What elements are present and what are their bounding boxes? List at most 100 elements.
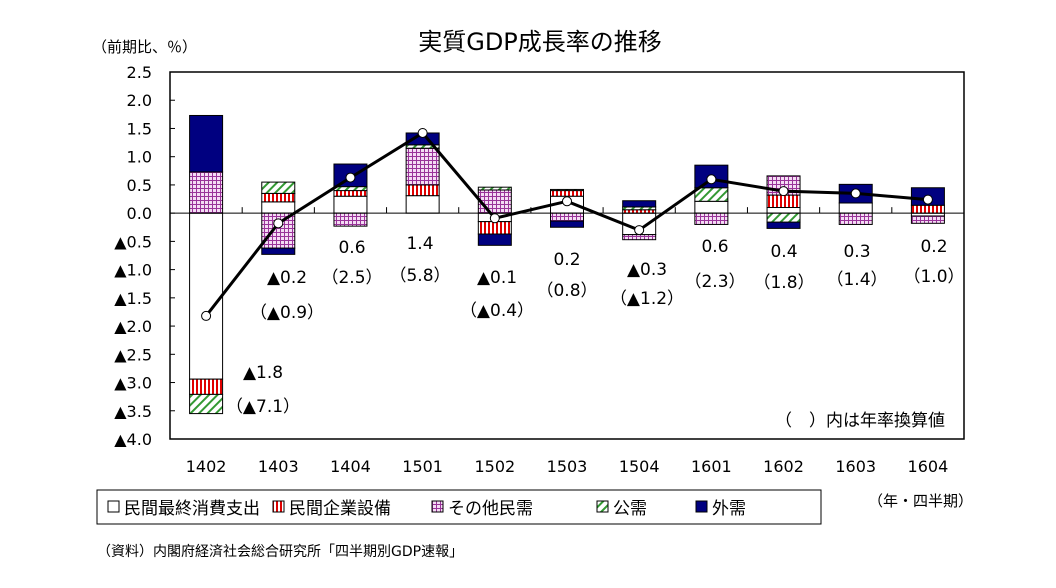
- annualized-label: （▲7.1）: [226, 397, 300, 417]
- data-label: ▲0.1: [477, 268, 517, 288]
- bar-segment-1603-s2: [838, 212, 873, 225]
- data-label: 0.6: [338, 238, 365, 258]
- data-label: ▲0.2: [267, 268, 307, 288]
- annotation-note: （ ）内は年率換算値: [775, 411, 945, 431]
- annualized-label: （▲1.2）: [610, 289, 684, 309]
- y-tick-label: ▲3.5: [114, 402, 152, 421]
- bar-segment-1501-s0: [405, 195, 440, 214]
- bar-segment-1404-s2: [333, 212, 368, 227]
- bar-segment-1402-s3: [189, 393, 224, 415]
- y-tick-label: ▲1.5: [114, 289, 152, 308]
- gdp-point-1402: [201, 310, 212, 321]
- gdp-point-1502: [489, 213, 500, 224]
- x-tick-label: 1402: [186, 457, 227, 476]
- annualized-label: （0.8）: [536, 281, 597, 301]
- source-note: （資料）内閣府経済社会総合研究所「四半期別GDP速報」: [97, 544, 463, 560]
- bar-segment-1503-s3: [550, 188, 584, 192]
- data-label: 0.2: [920, 237, 947, 257]
- bar-segment-1501-s2: [405, 147, 440, 186]
- bar-segment-1502-s1: [477, 221, 512, 235]
- bar-segment-1504-s4: [622, 200, 657, 208]
- legend-swatch-4: [695, 500, 708, 513]
- bar-segment-1604-s1: [910, 204, 945, 214]
- bar-segment-1402-s0: [189, 212, 224, 380]
- annualized-label: （1.0）: [903, 267, 964, 287]
- legend-label: その他民需: [448, 499, 533, 519]
- annualized-label: （1.8）: [753, 273, 814, 293]
- bar-segment-1402-s2: [189, 171, 224, 214]
- gdp-point-1404: [345, 172, 356, 183]
- bar-segment-1502-s2: [477, 189, 512, 214]
- y-tick-label: 2.5: [127, 63, 152, 82]
- gdp-point-1503: [562, 196, 572, 207]
- legend-label: 民間企業設備: [289, 499, 391, 519]
- bar-segment-1502-s4: [477, 233, 512, 246]
- x-tick-label: 1501: [402, 457, 443, 476]
- data-label: 0.4: [770, 242, 797, 262]
- gdp-point-1403: [273, 218, 284, 229]
- legend-label: 民間最終消費支出: [124, 499, 260, 519]
- bar-segment-1601-s2: [694, 212, 729, 225]
- y-tick-label: 2.0: [127, 91, 152, 110]
- data-label: 0.2: [553, 250, 580, 270]
- bar-segment-1602-s4: [766, 221, 801, 229]
- bar-segment-1403-s3: [261, 181, 296, 194]
- x-tick-label: 1602: [763, 457, 804, 476]
- x-tick-label: 1404: [330, 457, 371, 476]
- data-label: 0.3: [843, 242, 870, 262]
- x-tick-label: 1502: [474, 457, 515, 476]
- gdp-point-1601: [706, 174, 717, 185]
- bar-segment-1403-s0: [261, 201, 296, 214]
- y-tick-label: ▲2.5: [114, 345, 152, 364]
- legend-swatch-0: [107, 500, 120, 513]
- data-label: 0.6: [701, 237, 728, 257]
- bar-segment-1503-s2: [550, 212, 584, 222]
- bar-segment-1502-s3: [477, 186, 512, 191]
- y-tick-label: 1.0: [127, 148, 152, 167]
- annualized-label: （5.8）: [389, 266, 450, 286]
- y-tick-label: 0.5: [127, 176, 152, 195]
- plot-frame: [169, 71, 965, 440]
- bar-segment-1601-s3: [694, 187, 729, 202]
- y-tick-label: ▲4.0: [114, 430, 152, 449]
- x-tick-label: 1604: [908, 457, 949, 476]
- bar-segment-1504-s1: [622, 209, 657, 214]
- y-tick-label: ▲0.5: [114, 232, 152, 251]
- y-tick-label: ▲3.0: [114, 374, 152, 393]
- gdp-point-1603: [850, 188, 861, 199]
- bar-segment-1503-s1: [550, 190, 584, 197]
- x-tick-label: 1504: [619, 457, 660, 476]
- bar-segment-1602-s3: [766, 212, 801, 223]
- annualized-label: （▲0.9）: [250, 303, 324, 323]
- bar-segment-1403-s1: [261, 192, 296, 203]
- data-label: 1.4: [406, 234, 433, 254]
- data-label: ▲0.3: [627, 260, 667, 280]
- x-tick-label: 1403: [258, 457, 299, 476]
- gdp-point-1501: [417, 127, 428, 138]
- bar-segment-1404-s1: [333, 190, 368, 197]
- bar-segment-1503-s4: [550, 220, 584, 228]
- x-tick-label: 1601: [691, 457, 732, 476]
- legend-label: 公需: [613, 499, 647, 519]
- legend-swatch-3: [596, 500, 609, 513]
- bar-segment-1504-s2: [622, 234, 657, 241]
- bar-segment-1602-s1: [766, 194, 801, 209]
- bar-segment-1604-s2: [910, 215, 945, 224]
- data-label: ▲1.8: [243, 363, 283, 383]
- gdp-point-1604: [922, 194, 933, 205]
- x-axis-unit: （年・四半期）: [868, 492, 973, 510]
- bar-segment-1501-s1: [405, 184, 440, 197]
- y-tick-label: ▲2.0: [114, 317, 152, 336]
- y-tick-label: 1.5: [127, 119, 152, 138]
- bar-segment-1404-s0: [333, 195, 368, 214]
- legend-swatch-1: [272, 500, 285, 513]
- annualized-label: （1.4）: [826, 270, 887, 290]
- x-tick-label: 1503: [547, 457, 588, 476]
- annualized-label: （2.5）: [321, 268, 382, 288]
- bar-segment-1404-s3: [333, 186, 368, 192]
- legend-label: 外需: [712, 499, 746, 519]
- bar-segment-1403-s4: [261, 247, 296, 255]
- bar-segment-1603-s0: [838, 202, 873, 214]
